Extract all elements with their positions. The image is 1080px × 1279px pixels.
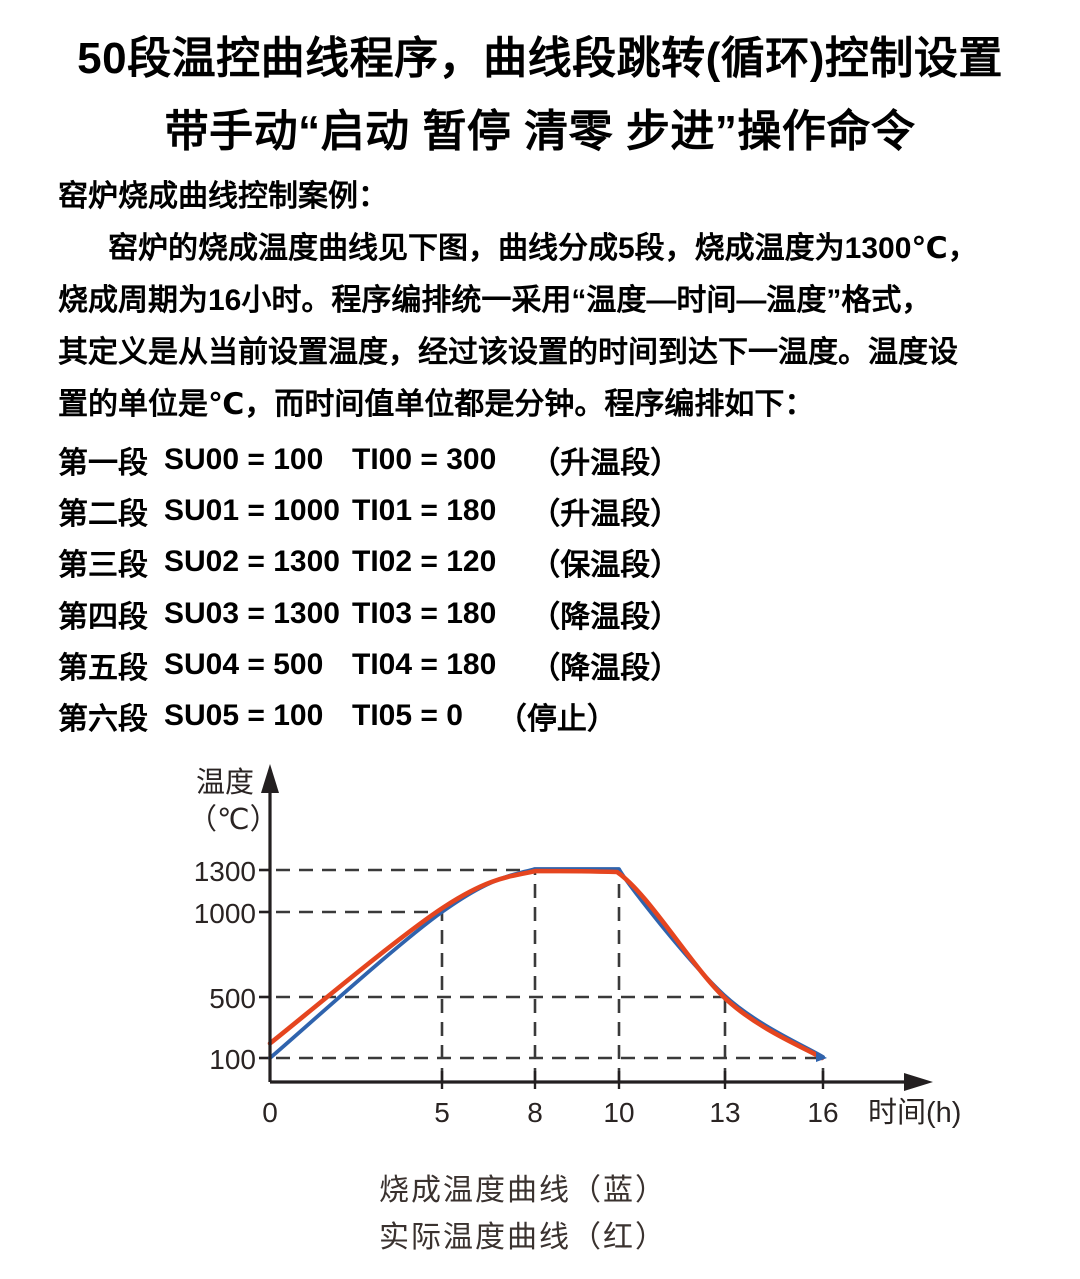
ti-value: TI01 = 180 [352, 493, 497, 527]
title-line-2: 带手动“启动 暂停 清零 步进”操作命令 [164, 107, 916, 156]
x-tick-13: 13 [709, 1097, 740, 1128]
su-value: SU02 = 1300 [164, 545, 340, 579]
y-axis-arrow-icon [261, 764, 279, 793]
x-tick-10: 10 [603, 1097, 634, 1128]
y-tick-500: 500 [209, 983, 256, 1014]
phase-note: （停止） [496, 703, 617, 737]
segment-label: 第三段 [58, 549, 148, 583]
y-tick-100: 100 [209, 1044, 256, 1075]
program-row: 第五段 SU04 = 500 TI04 = 180 （降温段） [58, 639, 1018, 690]
su-value: SU04 = 500 [164, 647, 324, 681]
legend-red-curve: 实际温度曲线（红） [379, 1221, 667, 1254]
phase-note: （降温段） [530, 600, 681, 634]
ti-value: TI04 = 180 [352, 647, 497, 681]
x-tick-0: 0 [262, 1097, 278, 1128]
x-axis-arrow-icon [904, 1073, 933, 1091]
y-axis-title: 温度 [196, 766, 254, 799]
case-heading: 窑炉烧成曲线控制案例： [58, 180, 388, 213]
ti-value: TI00 = 300 [352, 442, 497, 476]
ti-value: TI05 = 0 [352, 699, 463, 733]
segment-label: 第五段 [58, 651, 148, 685]
intro-line-1: 窑炉的烧成温度曲线见下图，曲线分成5段，烧成温度为1300℃， [108, 232, 978, 265]
program-row: 第四段 SU03 = 1300 TI03 = 180 （降温段） [58, 588, 1018, 639]
program-row: 第六段 SU05 = 100 TI05 = 0 （停止） [58, 690, 1018, 741]
segment-label: 第四段 [58, 600, 148, 634]
title-line-1: 50段温控曲线程序，曲线段跳转(循环)控制设置 [77, 34, 1003, 83]
x-tick-5: 5 [434, 1097, 450, 1128]
phase-note: （升温段） [530, 446, 681, 480]
curve-end-marker-icon [816, 1052, 827, 1062]
phase-note: （降温段） [530, 651, 681, 685]
legend-blue-curve: 烧成温度曲线（蓝） [379, 1174, 667, 1207]
segment-label: 第二段 [58, 497, 148, 531]
program-row: 第一段 SU00 = 100 TI00 = 300 （升温段） [58, 434, 1018, 485]
x-tick-16: 16 [807, 1097, 838, 1128]
intro-line-3: 其定义是从当前设置温度，经过该设置的时间到达下一温度。温度设 [58, 336, 958, 369]
program-listing: 第一段 SU00 = 100 TI00 = 300 （升温段） 第二段 SU01… [58, 434, 1018, 742]
phase-note: （保温段） [530, 549, 681, 583]
firing-set-curve [268, 867, 825, 1060]
y-tick-1300: 1300 [194, 856, 256, 887]
su-value: SU03 = 1300 [164, 596, 340, 630]
su-value: SU05 = 100 [164, 699, 324, 733]
ti-value: TI02 = 120 [352, 545, 497, 579]
intro-line-4: 置的单位是℃，而时间值单位都是分钟。程序编排如下： [58, 388, 815, 421]
segment-label: 第一段 [58, 446, 148, 480]
intro-line-2: 烧成周期为16小时。程序编排统一采用“温度—时间—温度”格式， [58, 284, 932, 317]
ti-value: TI03 = 180 [352, 596, 497, 630]
y-axis-unit: （℃） [188, 804, 279, 836]
x-axis-title: 时间(h) [868, 1096, 961, 1129]
chart-dynamic-layer [259, 867, 827, 1089]
program-row: 第三段 SU02 = 1300 TI02 = 120 （保温段） [58, 537, 1018, 588]
su-value: SU01 = 1000 [164, 493, 340, 527]
y-tick-1000: 1000 [194, 898, 256, 929]
segment-label: 第六段 [58, 703, 148, 737]
actual-temperature-curve [267, 868, 825, 1061]
x-tick-8: 8 [527, 1097, 543, 1128]
program-row: 第二段 SU01 = 1000 TI01 = 180 （升温段） [58, 485, 1018, 536]
su-value: SU00 = 100 [164, 442, 324, 476]
phase-note: （升温段） [530, 497, 681, 531]
